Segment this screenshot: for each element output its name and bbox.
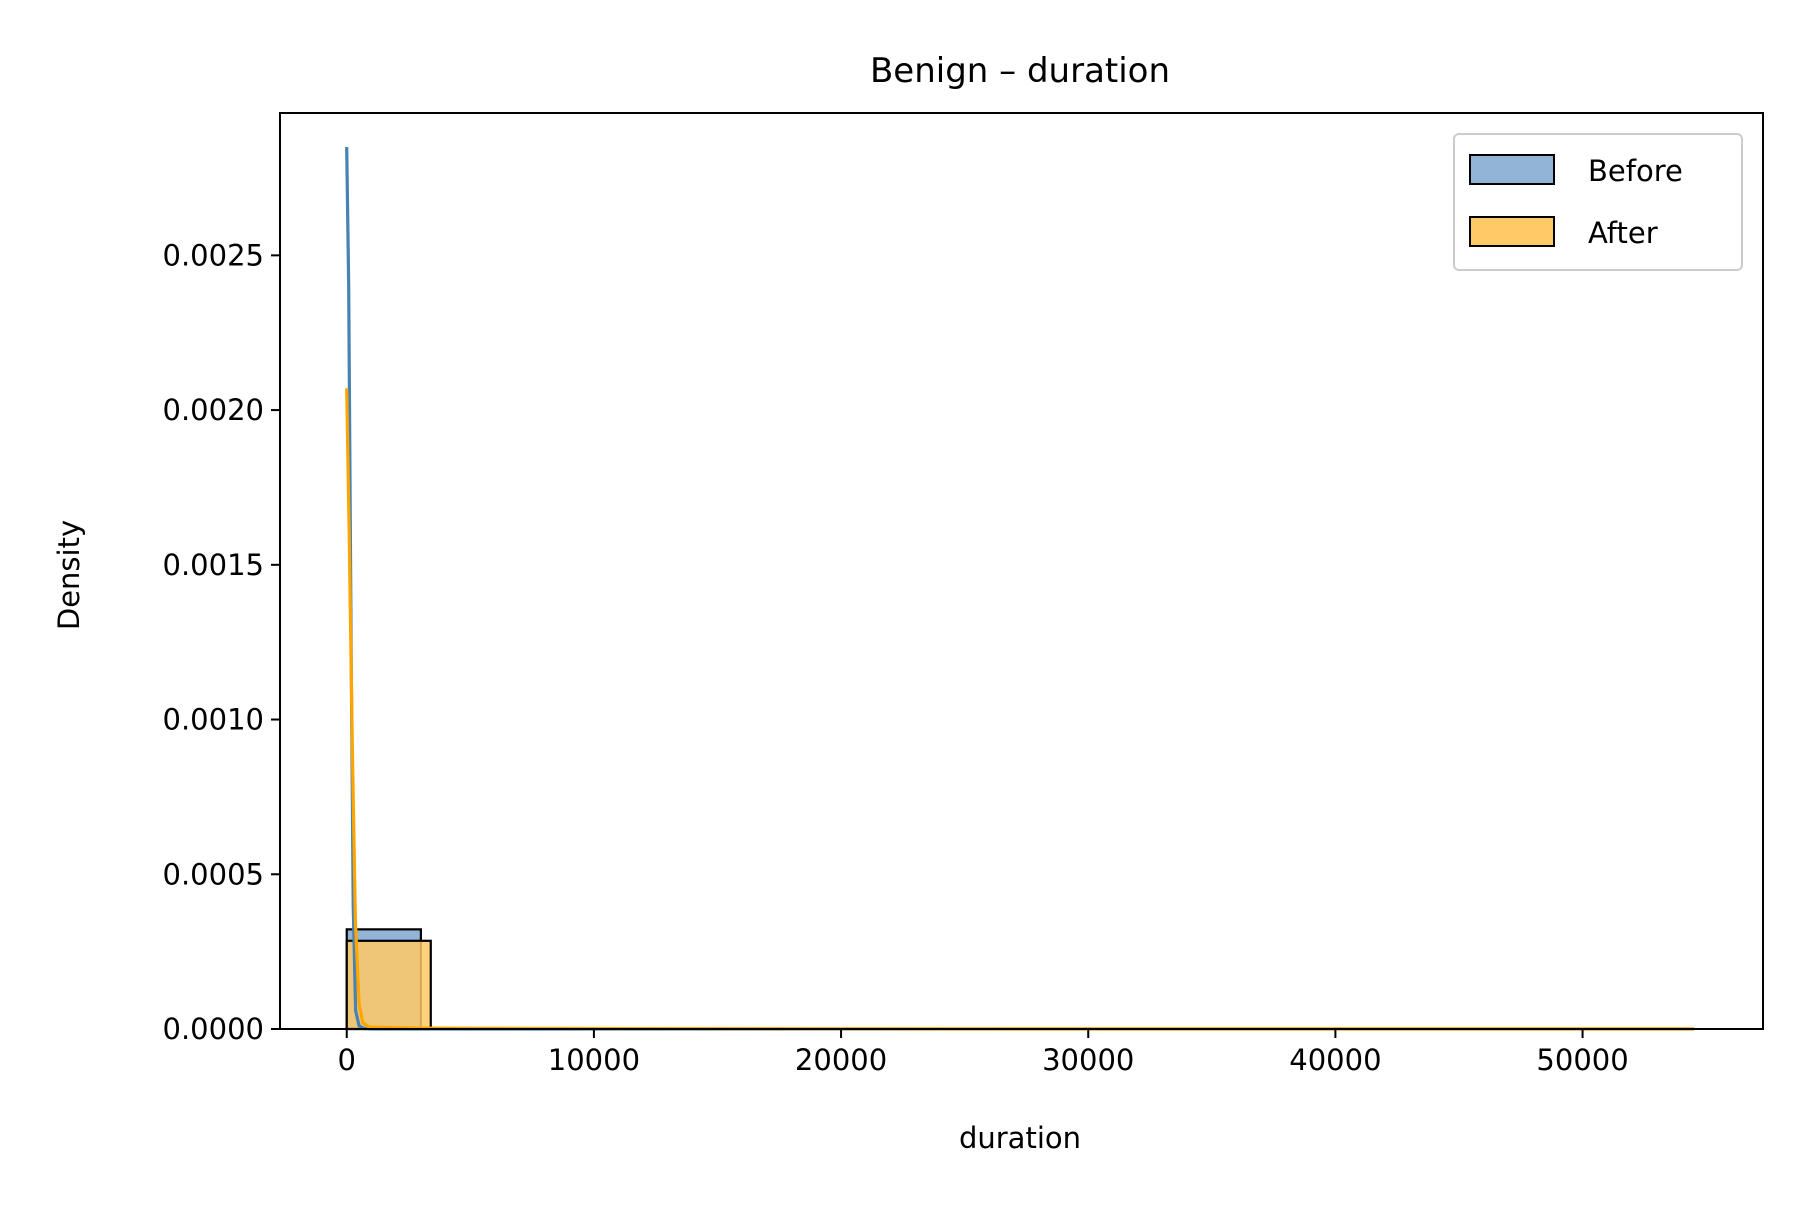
y-tick-label: 0.0020	[163, 393, 264, 427]
x-tick-label: 20000	[795, 1043, 887, 1077]
y-tick-label: 0.0010	[163, 703, 264, 737]
legend-swatch-after	[1469, 216, 1555, 247]
plot-area	[345, 146, 1694, 1031]
x-tick-label: 10000	[548, 1043, 640, 1077]
x-tick-label: 30000	[1042, 1043, 1134, 1077]
axes: 0 10000 20000 30000 40000 50000 0.0000 0.0005 0.…	[163, 112, 1764, 1077]
y-tick-label: 0.0015	[163, 548, 264, 582]
kde-line-before	[345, 146, 1694, 1031]
chart-title: Benign – duration	[870, 51, 1170, 91]
x-tick-label: 40000	[1289, 1043, 1381, 1077]
y-tick-label: 0.0005	[163, 857, 264, 891]
x-tick-label: 50000	[1536, 1043, 1628, 1077]
axes-frame	[279, 112, 1764, 1030]
legend: Before After	[1453, 133, 1743, 271]
kde-line-after	[345, 388, 1694, 1031]
legend-swatch-before	[1469, 154, 1555, 185]
y-tick-label: 0.0000	[163, 1012, 264, 1046]
legend-label-before: Before	[1588, 154, 1683, 188]
legend-label-after: After	[1588, 216, 1658, 250]
y-tick-label: 0.0025	[163, 238, 264, 272]
y-axis-label: Density	[52, 520, 86, 630]
x-axis-label: duration	[959, 1121, 1081, 1155]
x-tick-label: 0	[338, 1043, 356, 1077]
